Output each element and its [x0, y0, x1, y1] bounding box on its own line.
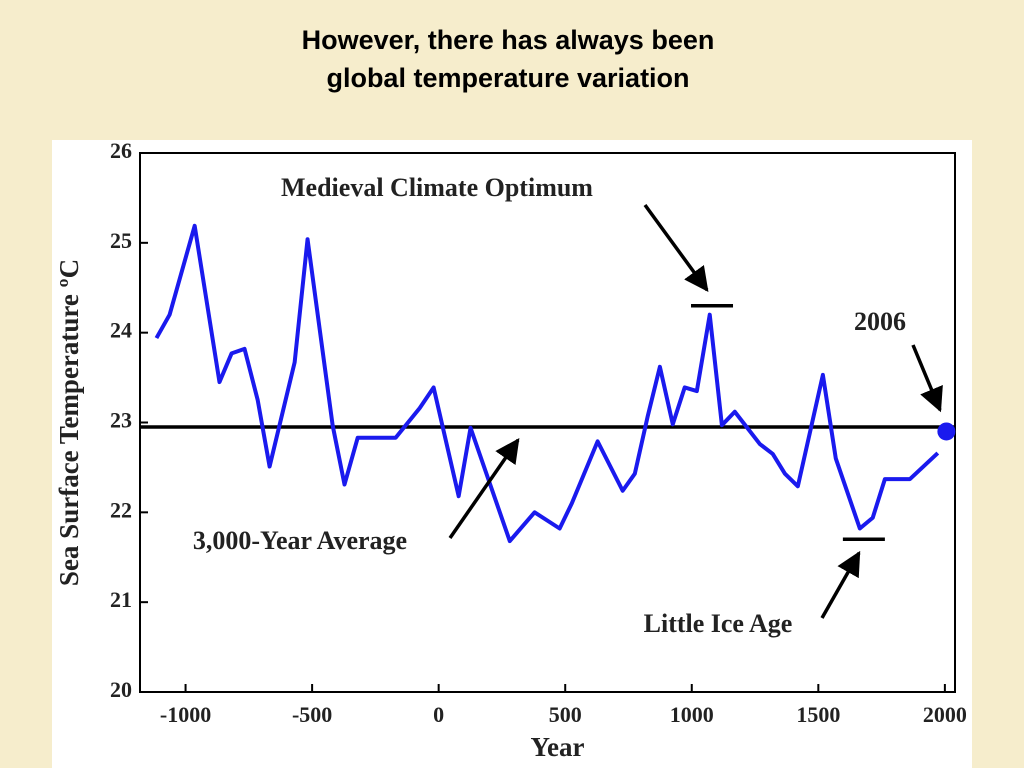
x-tick-label: 2000 — [923, 702, 967, 727]
x-axis-label: Year — [531, 732, 585, 762]
y-axis-label: Sea Surface Temperature ºC — [54, 259, 84, 586]
x-tick-label: -500 — [292, 702, 332, 727]
average-label: 3,000-Year Average — [193, 526, 407, 555]
plot: 20 21 22 23 24 25 26 -1000 -500 0 500 1000 1500 2000 Y… — [54, 138, 967, 762]
x-tick-label: 1000 — [670, 702, 714, 727]
highlight-point — [937, 422, 956, 441]
y-tick-label: 21 — [110, 587, 132, 612]
temperature-line — [154, 223, 940, 544]
arrow — [911, 344, 943, 413]
title-line: global temperature variation — [326, 63, 689, 93]
arrow — [643, 203, 709, 292]
x-tick-label: 1500 — [796, 702, 840, 727]
annotation-label: Medieval Climate Optimum — [281, 173, 593, 202]
y-tick-label: 20 — [110, 677, 132, 702]
y-tick-label: 25 — [110, 228, 132, 253]
x-tick-label: -1000 — [160, 702, 211, 727]
highlight-label: 2006 — [854, 307, 906, 336]
y-tick-label: 24 — [110, 318, 132, 343]
x-tick-label: 500 — [549, 702, 582, 727]
arrow — [448, 437, 520, 539]
x-tick-label: 0 — [433, 702, 444, 727]
title-line: However, there has always been — [302, 25, 715, 55]
y-tick-label: 26 — [110, 138, 132, 163]
arrow — [820, 550, 861, 619]
annotation-label: Little Ice Age — [644, 609, 793, 638]
y-tick-label: 22 — [110, 497, 132, 522]
y-tick-label: 23 — [110, 408, 132, 433]
